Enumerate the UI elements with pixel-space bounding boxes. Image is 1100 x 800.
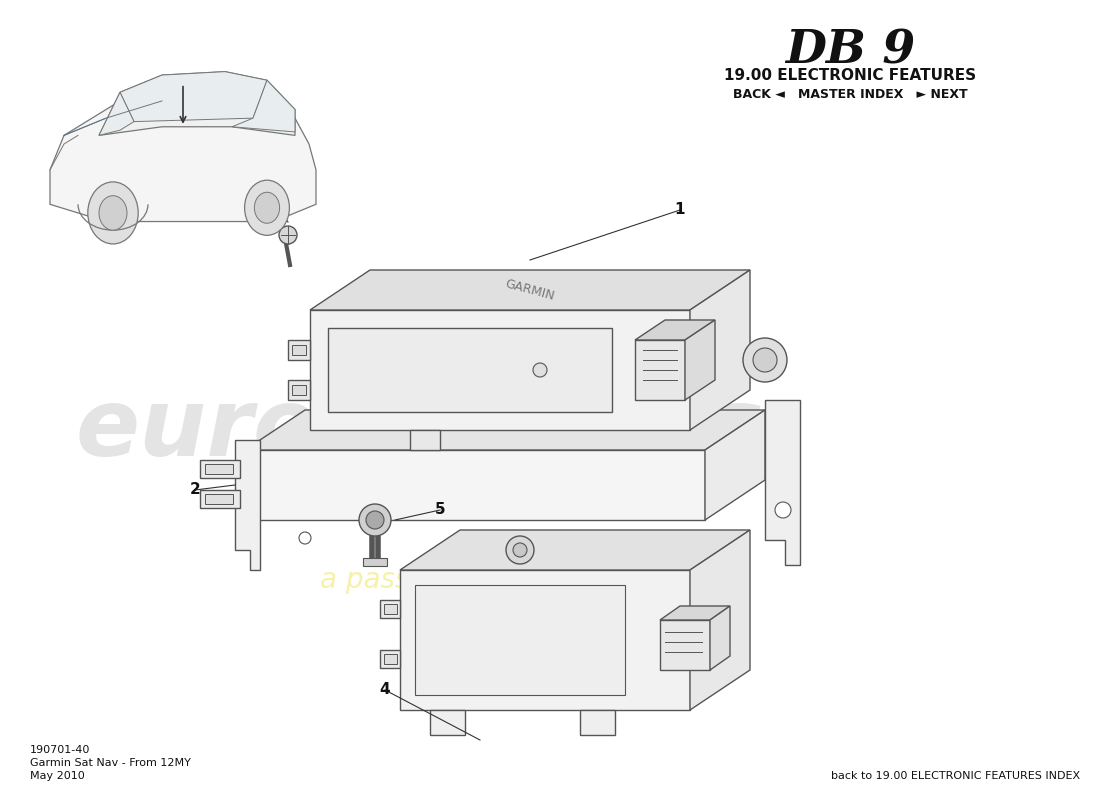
Circle shape (279, 226, 297, 244)
Circle shape (506, 536, 534, 564)
Circle shape (299, 532, 311, 544)
Bar (580, 710, 615, 735)
Polygon shape (660, 606, 730, 620)
Text: 3: 3 (256, 187, 267, 202)
Circle shape (254, 192, 279, 223)
Circle shape (754, 348, 777, 372)
Bar (200, 490, 240, 508)
Circle shape (88, 182, 139, 244)
Bar (384, 604, 397, 614)
Polygon shape (99, 72, 295, 135)
Polygon shape (685, 320, 715, 400)
Circle shape (742, 338, 786, 382)
Polygon shape (120, 72, 267, 122)
Bar (384, 654, 397, 664)
Polygon shape (310, 270, 750, 310)
Text: GARMIN: GARMIN (504, 277, 557, 303)
Polygon shape (635, 340, 685, 400)
Text: eurocarparts: eurocarparts (76, 384, 764, 476)
Text: 19.00 ELECTRONIC FEATURES: 19.00 ELECTRONIC FEATURES (724, 68, 976, 83)
Bar (415, 585, 625, 695)
Text: 190701-40: 190701-40 (30, 745, 90, 755)
Polygon shape (232, 80, 295, 132)
Polygon shape (400, 570, 690, 710)
Circle shape (244, 180, 289, 235)
Polygon shape (310, 310, 690, 430)
Text: a passion for parts since 1985: a passion for parts since 1985 (320, 566, 740, 594)
Polygon shape (235, 440, 260, 570)
Text: May 2010: May 2010 (30, 771, 85, 781)
Circle shape (366, 511, 384, 529)
Polygon shape (245, 410, 764, 450)
Polygon shape (705, 410, 764, 520)
Bar (430, 710, 465, 735)
Circle shape (534, 363, 547, 377)
Bar (200, 460, 240, 478)
Polygon shape (99, 92, 134, 135)
Text: Garmin Sat Nav - From 12MY: Garmin Sat Nav - From 12MY (30, 758, 191, 768)
Bar (410, 430, 440, 450)
Bar (379, 650, 400, 668)
Text: back to 19.00 ELECTRONIC FEATURES INDEX: back to 19.00 ELECTRONIC FEATURES INDEX (830, 771, 1080, 781)
Text: 4: 4 (379, 682, 390, 698)
Polygon shape (690, 270, 750, 430)
Bar (205, 464, 233, 474)
Circle shape (513, 543, 527, 557)
Polygon shape (245, 450, 705, 520)
Text: 1: 1 (674, 202, 685, 218)
Circle shape (776, 502, 791, 518)
Circle shape (99, 196, 127, 230)
Polygon shape (660, 620, 710, 670)
Polygon shape (690, 530, 750, 710)
Polygon shape (400, 530, 750, 570)
Polygon shape (50, 89, 316, 222)
Bar (328, 328, 612, 412)
Bar (292, 345, 306, 355)
Text: BACK ◄   MASTER INDEX   ► NEXT: BACK ◄ MASTER INDEX ► NEXT (733, 88, 967, 101)
Bar (288, 380, 310, 400)
Bar (205, 494, 233, 504)
Bar (379, 600, 400, 618)
Bar (288, 340, 310, 360)
Text: 2: 2 (189, 482, 200, 498)
Bar (292, 385, 306, 395)
Text: 5: 5 (434, 502, 446, 518)
Text: DB 9: DB 9 (785, 28, 915, 74)
Polygon shape (635, 320, 715, 340)
Polygon shape (710, 606, 730, 670)
Polygon shape (764, 400, 800, 565)
Bar (363, 558, 387, 566)
Circle shape (359, 504, 390, 536)
